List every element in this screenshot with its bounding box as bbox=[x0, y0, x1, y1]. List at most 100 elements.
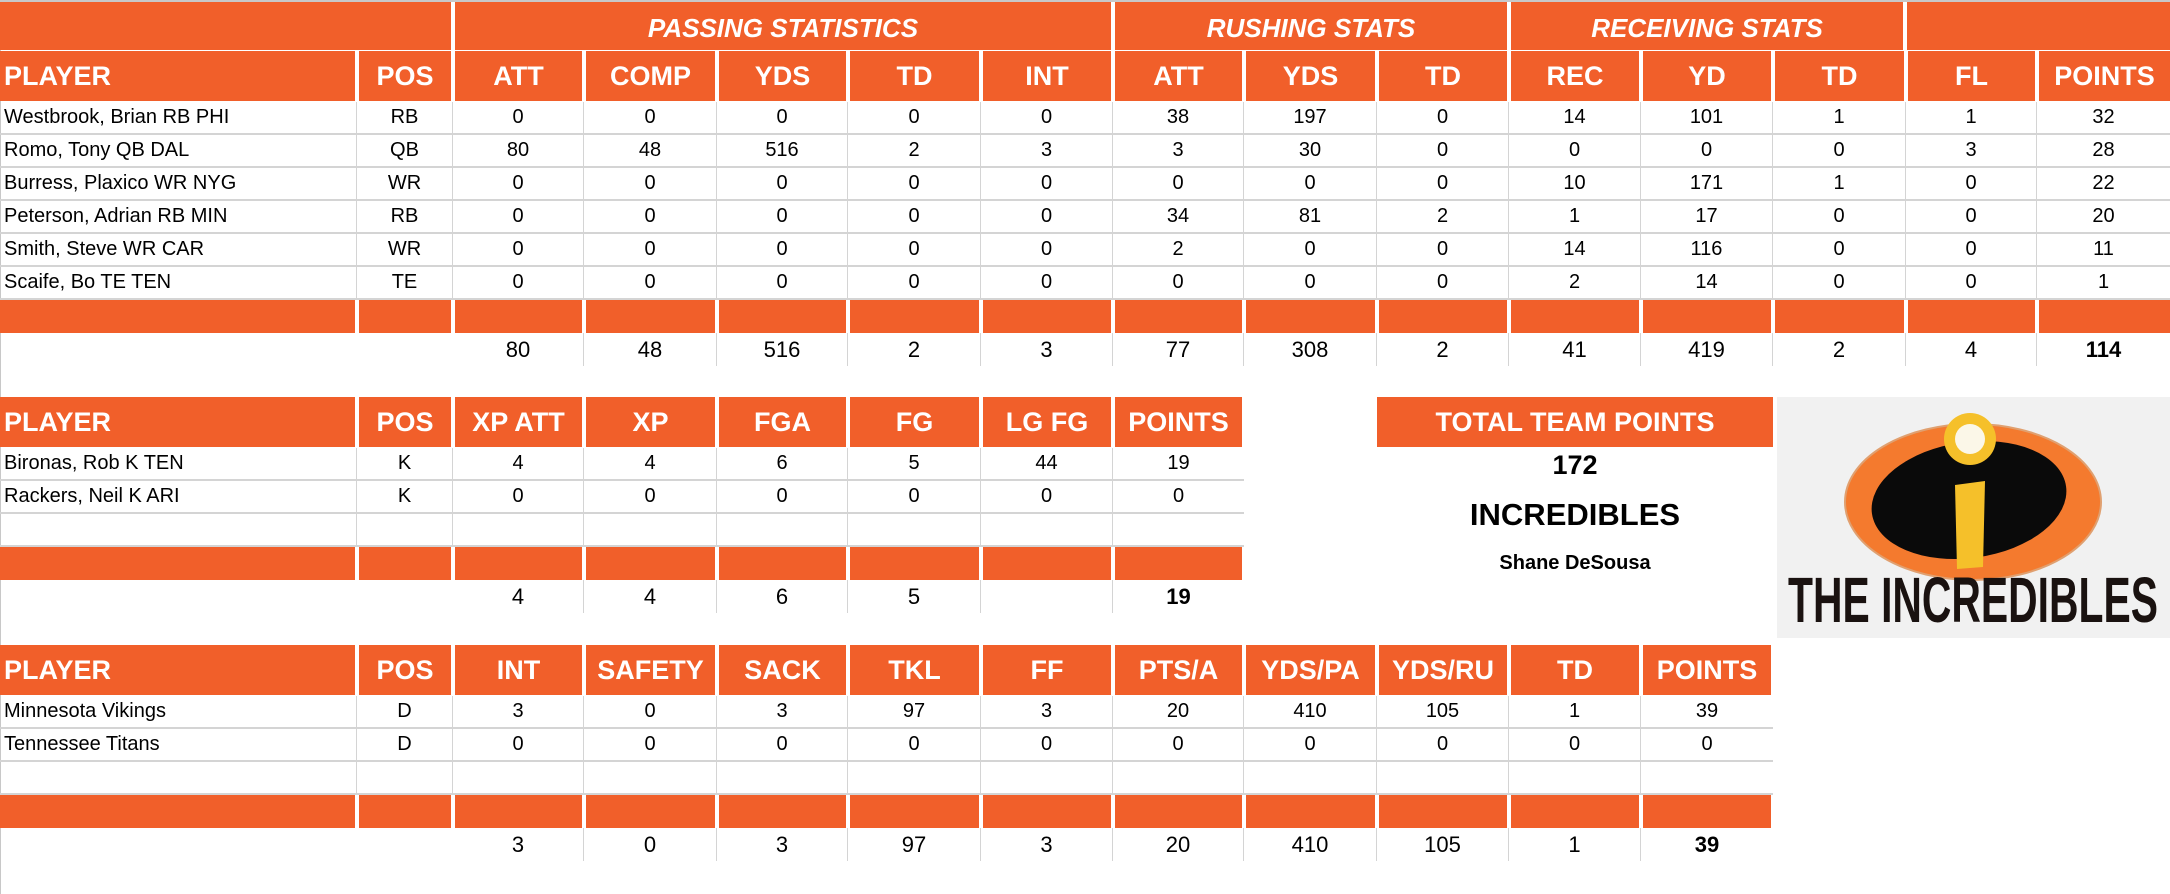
offense-col-header-fl: FL bbox=[1908, 51, 2035, 101]
defense-total-cell: 410 bbox=[1244, 828, 1377, 861]
offense-cell: 28 bbox=[2037, 135, 2170, 168]
offense-col-header-comp: COMP bbox=[586, 51, 715, 101]
offense-separator-band bbox=[1115, 300, 1242, 333]
defense-separator-band bbox=[455, 795, 582, 828]
offense-separator-band bbox=[455, 300, 582, 333]
offense-cell: 10 bbox=[1509, 168, 1641, 201]
offense-separator-band bbox=[359, 300, 451, 333]
offense-total-cell: 2 bbox=[848, 333, 981, 366]
offense-cell: 1 bbox=[1773, 102, 1906, 135]
offense-cell: 0 bbox=[453, 234, 584, 267]
kicker-blank-cell bbox=[584, 514, 717, 547]
defense-separator-band bbox=[0, 795, 355, 828]
defense-cell: 0 bbox=[453, 729, 584, 762]
defense-separator-band bbox=[1246, 795, 1375, 828]
defense-total-cell: 97 bbox=[848, 828, 981, 861]
offense-col-header-td: TD bbox=[1379, 51, 1507, 101]
kicker-cell: 4 bbox=[453, 448, 584, 481]
kicker-cell: K bbox=[357, 448, 453, 481]
defense-separator-band bbox=[1643, 795, 1771, 828]
defense-col-header-sack: SACK bbox=[719, 645, 846, 695]
kicker-separator-band bbox=[586, 547, 715, 580]
offense-cell: 0 bbox=[1773, 201, 1906, 234]
offense-cell: 2 bbox=[848, 135, 981, 168]
kicker-separator-band bbox=[719, 547, 846, 580]
defense-cell: 410 bbox=[1244, 696, 1377, 729]
kicker-cell: K bbox=[357, 481, 453, 514]
group-header-receiving: RECEIVING STATS bbox=[1511, 2, 1903, 50]
offense-cell: 0 bbox=[981, 168, 1113, 201]
kicker-player-name: Bironas, Rob K TEN bbox=[0, 448, 357, 481]
kicker-cell: 6 bbox=[717, 448, 848, 481]
offense-cell: 116 bbox=[1641, 234, 1773, 267]
defense-blank-cell bbox=[848, 762, 981, 795]
offense-cell: 2 bbox=[1113, 234, 1244, 267]
kicker-cell: 0 bbox=[453, 481, 584, 514]
offense-cell: 34 bbox=[1113, 201, 1244, 234]
offense-col-header-att: ATT bbox=[1115, 51, 1242, 101]
offense-cell: 0 bbox=[453, 201, 584, 234]
offense-cell: 1 bbox=[1773, 168, 1906, 201]
kicker-cell: 4 bbox=[584, 448, 717, 481]
kicker-cell: 0 bbox=[981, 481, 1113, 514]
kicker-blank-cell bbox=[717, 514, 848, 547]
kicker-cell: 44 bbox=[981, 448, 1113, 481]
offense-cell: 0 bbox=[453, 168, 584, 201]
defense-cell: 0 bbox=[1377, 729, 1509, 762]
defense-separator-band bbox=[1379, 795, 1507, 828]
offense-cell: RB bbox=[357, 201, 453, 234]
offense-col-header-int: INT bbox=[983, 51, 1111, 101]
offense-col-header-yd: YD bbox=[1643, 51, 1771, 101]
defense-cell: 0 bbox=[1641, 729, 1773, 762]
offense-separator-band bbox=[850, 300, 979, 333]
team-name: INCREDIBLES bbox=[1469, 497, 1681, 532]
offense-separator-band bbox=[586, 300, 715, 333]
defense-cell: 3 bbox=[981, 696, 1113, 729]
offense-cell: 14 bbox=[1509, 234, 1641, 267]
defense-blank-cell bbox=[357, 762, 453, 795]
offense-player-name: Peterson, Adrian RB MIN bbox=[0, 201, 357, 234]
kicker-blank-cell bbox=[848, 514, 981, 547]
offense-cell: 0 bbox=[717, 102, 848, 135]
defense-blank-cell bbox=[1244, 762, 1377, 795]
offense-cell: 0 bbox=[584, 267, 717, 300]
offense-separator-band bbox=[1643, 300, 1771, 333]
incredibles-logo-icon: THE INCREDIBLES bbox=[1777, 397, 2170, 638]
defense-col-header-pos: POS bbox=[359, 645, 451, 695]
offense-cell: 48 bbox=[584, 135, 717, 168]
defense-cell: 0 bbox=[717, 729, 848, 762]
kicker-cell: 0 bbox=[717, 481, 848, 514]
defense-blank-cell bbox=[981, 762, 1113, 795]
offense-cell: 11 bbox=[2037, 234, 2170, 267]
kicker-col-header-fg: FG bbox=[850, 397, 979, 447]
defense-blank-cell bbox=[1113, 762, 1244, 795]
offense-col-header-pos: POS bbox=[359, 51, 451, 101]
offense-cell: 2 bbox=[1509, 267, 1641, 300]
offense-separator-band bbox=[2039, 300, 2170, 333]
kicker-col-header-points: POINTS bbox=[1115, 397, 1242, 447]
offense-cell: 0 bbox=[717, 234, 848, 267]
offense-total-cell: 48 bbox=[584, 333, 717, 366]
offense-cell: QB bbox=[357, 135, 453, 168]
kicker-separator-band bbox=[0, 547, 355, 580]
kicker-separator-band bbox=[850, 547, 979, 580]
offense-cell: 0 bbox=[584, 168, 717, 201]
defense-separator-band bbox=[1511, 795, 1639, 828]
offense-separator-band bbox=[983, 300, 1111, 333]
defense-cell: 3 bbox=[717, 696, 848, 729]
defense-cell: 0 bbox=[1509, 729, 1641, 762]
defense-cell: 0 bbox=[848, 729, 981, 762]
kicker-col-header-xp: XP bbox=[586, 397, 715, 447]
top-border bbox=[0, 0, 2170, 2]
kicker-cell: 19 bbox=[1113, 448, 1244, 481]
defense-cell: 39 bbox=[1641, 696, 1773, 729]
kicker-total-cell: 6 bbox=[717, 580, 848, 613]
defense-separator-band bbox=[586, 795, 715, 828]
kicker-col-header-lg-fg: LG FG bbox=[983, 397, 1111, 447]
offense-total-cell: 80 bbox=[453, 333, 584, 366]
offense-total-cell: 77 bbox=[1113, 333, 1244, 366]
offense-cell: 0 bbox=[848, 168, 981, 201]
offense-cell: 3 bbox=[981, 135, 1113, 168]
total-team-points-value: 172 bbox=[1552, 449, 1598, 480]
offense-cell: 0 bbox=[453, 267, 584, 300]
